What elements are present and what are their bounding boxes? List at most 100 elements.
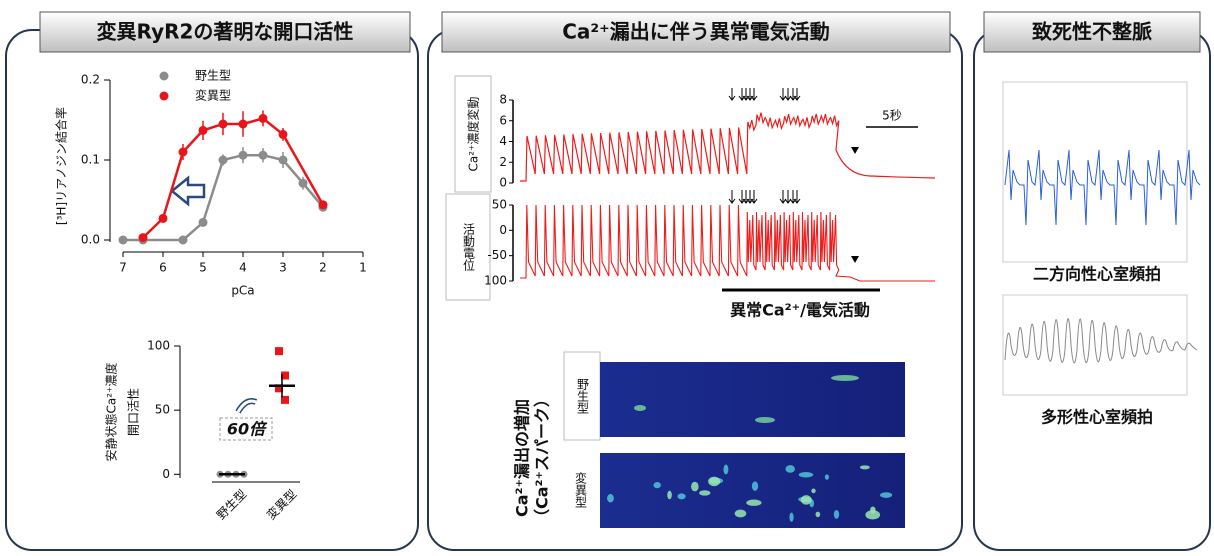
trace-label: 活動電位: [462, 223, 476, 271]
panel-title: 致死性不整脈: [1032, 20, 1152, 44]
figure: 変異RyR2の著明な開口活性 Ca²⁺漏出に伴う異常電気活動 致死性不整脈 60…: [0, 0, 1214, 556]
x-tick-label: 4: [239, 261, 247, 275]
marker: [851, 147, 859, 154]
spark: [699, 490, 710, 495]
spark: [865, 510, 880, 519]
spark: [708, 477, 720, 487]
point: [139, 233, 148, 242]
point: [239, 151, 248, 160]
spark: [607, 494, 614, 502]
spark: [752, 481, 758, 490]
spark: [653, 482, 660, 488]
marker: [851, 256, 859, 263]
x-tick-label: 5: [199, 261, 207, 275]
legend-label: 野生型: [195, 69, 231, 83]
spark: [834, 510, 839, 519]
point: [259, 151, 268, 160]
ecg-label: 多形性心室頻拍: [1041, 408, 1153, 427]
legend-marker: [160, 72, 169, 81]
point: [159, 214, 168, 223]
x-tick-label: 野生型: [214, 487, 249, 522]
x-tick-label: 6: [159, 261, 167, 275]
y-axis-label: 安静状態Ca²⁺濃度: [104, 363, 119, 462]
spark: [815, 512, 820, 518]
y-tick-label: 2: [499, 155, 507, 169]
spark-image: [600, 362, 905, 437]
x-tick-label: 1: [359, 261, 367, 275]
point: [179, 148, 188, 157]
panel-title: 変異RyR2の著明な開口活性: [97, 20, 354, 44]
row-label: 野生型: [576, 378, 590, 414]
panel-title: Ca²⁺漏出に伴う異常電気活動: [562, 20, 830, 44]
spark: [746, 500, 761, 506]
y-tick-label: 0.0: [81, 233, 100, 247]
spark: [799, 472, 814, 477]
spark: [801, 495, 812, 504]
y-tick-label: 0.1: [81, 153, 100, 167]
point: [119, 236, 128, 245]
point: [299, 179, 308, 188]
x-tick-label: 7: [119, 261, 127, 275]
fold-arrow: [238, 401, 256, 412]
y-tick-label: 6: [499, 113, 507, 127]
annotation: 60倍: [227, 420, 268, 439]
spark: [735, 510, 747, 518]
ap-trace: [520, 205, 935, 281]
spark: [667, 491, 672, 500]
ecg-label: 二方向性心室頻拍: [1033, 265, 1161, 284]
spark: [691, 482, 699, 492]
spark: [789, 512, 793, 521]
y-tick-label: 100: [484, 274, 507, 288]
legend-label: 変異型: [195, 88, 231, 103]
y-tick-label: -50: [487, 248, 507, 262]
point: [239, 120, 248, 129]
y-tick-label: 8: [499, 93, 507, 107]
spark: [755, 417, 775, 423]
x-axis-label: pCa: [231, 284, 254, 298]
point: [275, 347, 283, 355]
x-tick-label: 変異型: [263, 486, 299, 522]
point: [279, 156, 288, 165]
series-line: [143, 118, 323, 237]
spark-title: Ca²⁺漏出の増加: [513, 399, 532, 517]
point: [179, 236, 188, 245]
spark-title: （Ca²⁺スパーク）: [533, 391, 552, 525]
x-tick-label: 3: [279, 261, 287, 275]
x-tick-label: 2: [319, 261, 327, 275]
spark: [811, 489, 815, 494]
y-tick-label: 100: [147, 339, 170, 353]
spark: [723, 465, 728, 475]
y-tick-label: 0: [162, 467, 170, 481]
scale-bar-label: 5秒: [882, 109, 902, 123]
trace-label: Ca²⁺濃度変動: [466, 97, 481, 172]
y-axis-label: 開口活性: [127, 388, 141, 436]
spark-image: [600, 453, 905, 528]
point: [279, 130, 288, 139]
y-tick-label: 0: [499, 223, 507, 237]
point: [319, 200, 328, 209]
point: [199, 126, 208, 135]
y-tick-label: 50: [155, 403, 170, 417]
point: [219, 156, 228, 165]
spark: [677, 493, 685, 499]
spark: [634, 405, 646, 411]
abnormal-label: 異常Ca²⁺/電気活動: [730, 301, 870, 320]
y-axis-label: [³H]リアノジン結合率: [54, 107, 69, 225]
page: 変異RyR2の著明な開口活性 Ca²⁺漏出に伴う異常電気活動 致死性不整脈 60…: [0, 0, 1214, 556]
point: [259, 114, 268, 123]
point: [199, 218, 208, 227]
row-label: 変異型: [574, 471, 588, 508]
legend-marker: [160, 92, 169, 101]
spark: [831, 375, 859, 381]
point: [219, 120, 228, 129]
y-tick-label: 0: [499, 176, 507, 190]
spark: [825, 474, 829, 479]
y-tick-label: 4: [499, 134, 507, 148]
shift-arrow: [172, 178, 204, 204]
spark: [880, 492, 892, 498]
spark: [785, 465, 794, 473]
calcium-trace: [520, 113, 935, 181]
spark: [860, 465, 870, 469]
y-tick-label: 0.2: [81, 73, 100, 87]
y-tick-label: 50: [492, 198, 507, 212]
